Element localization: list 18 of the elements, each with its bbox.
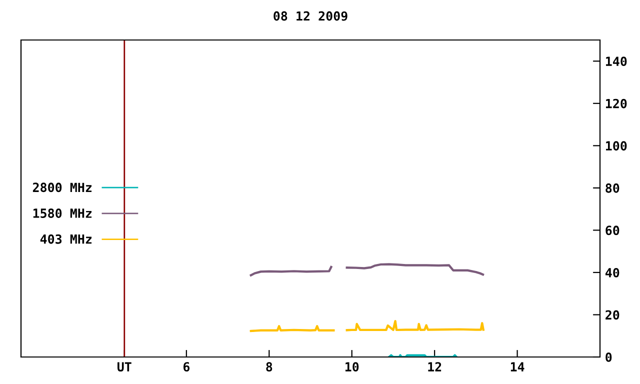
y-tick-label: 20	[606, 310, 620, 320]
legend-label: 2800 MHz	[32, 182, 92, 192]
x-tick-label: UT	[118, 362, 132, 372]
x-tick-label: 12	[428, 362, 442, 372]
y-tick-label: 100	[606, 141, 627, 151]
legend-label: 403 MHz	[40, 234, 92, 244]
y-tick-label: 40	[605, 268, 620, 278]
x-tick-label: 10	[345, 362, 359, 372]
legend-label: 1580 MHz	[33, 208, 92, 218]
y-tick-label: 140	[606, 56, 627, 66]
x-tick-label: 14	[510, 362, 524, 372]
x-tick-label: 6	[183, 362, 190, 372]
y-tick-label: 120	[606, 98, 627, 108]
x-tick-label: 8	[266, 362, 272, 372]
y-tick-label: 80	[606, 183, 620, 193]
y-tick-label: 0	[606, 352, 612, 362]
chart-title: 08 12 2009	[274, 11, 348, 21]
y-tick-label: 60	[606, 226, 620, 236]
